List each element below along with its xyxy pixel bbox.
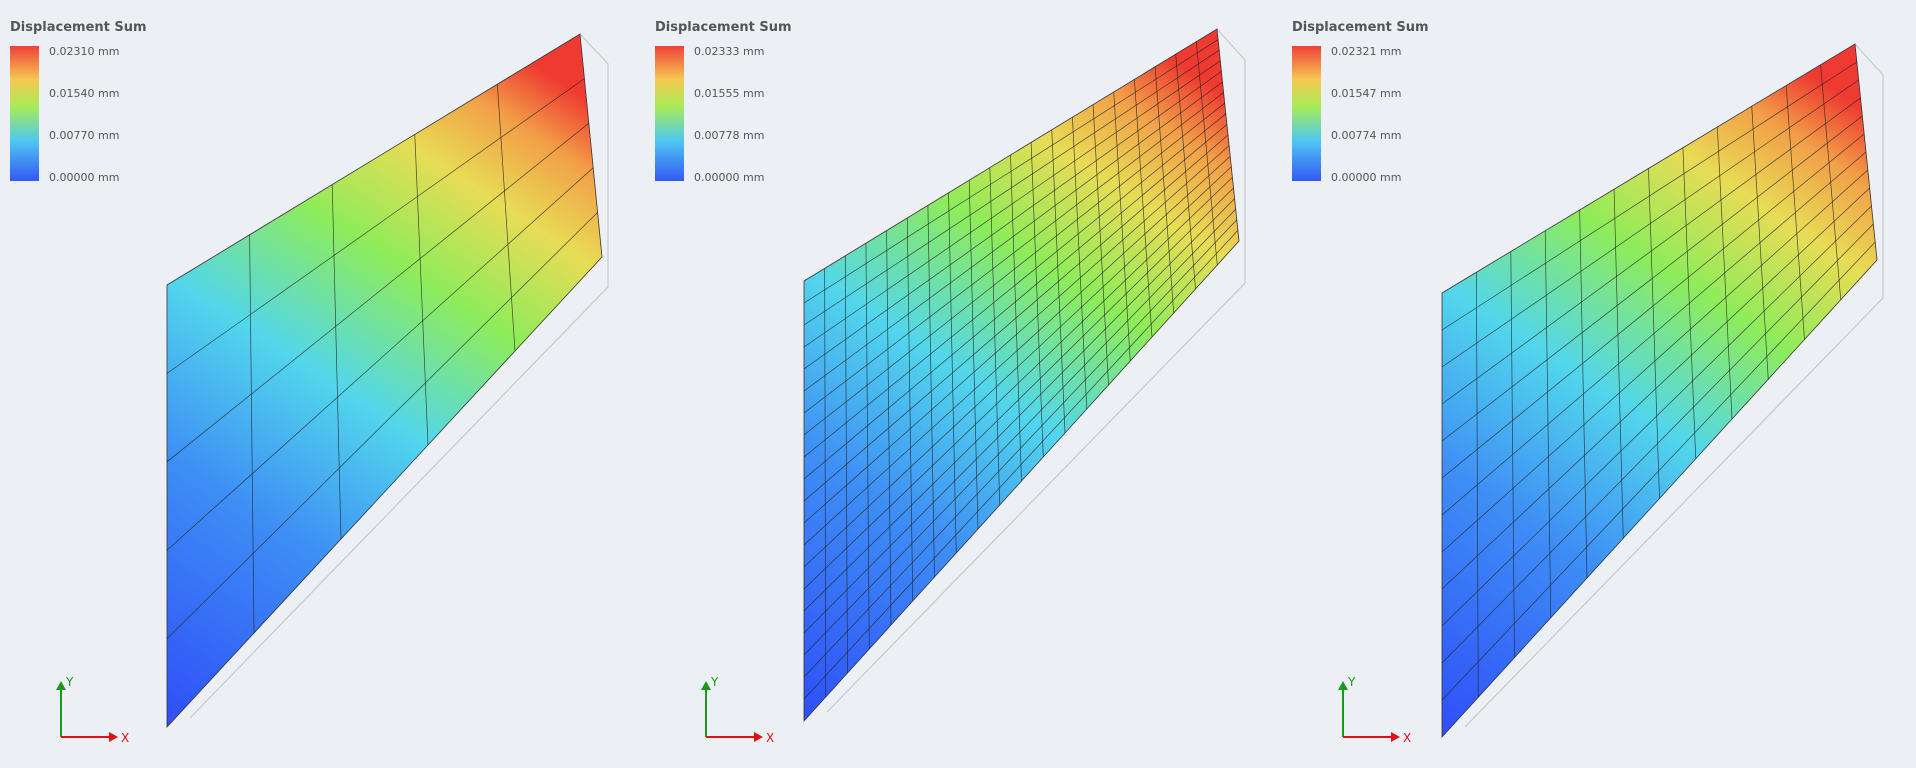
mesh-line [1441,187,1870,590]
mesh-line [166,167,594,551]
mesh-line [1441,133,1865,479]
legend-label: 0.01547 mm [1331,87,1401,100]
mesh-line [1441,223,1874,664]
panel: Displacement Sum 0.02333 mm 0.01555 mm 0.00… [655,20,1246,745]
mesh-line [1441,241,1876,701]
x-arrowhead [1391,732,1400,742]
legend-label: 0.02310 mm [49,45,119,58]
mesh-line [803,177,1233,590]
mesh-line [166,122,590,463]
legend-title: Displacement Sum [10,20,147,35]
mesh-line [803,155,1231,546]
legend-label: 0.00000 mm [694,171,764,184]
x-arrowhead [109,732,118,742]
mesh-line [166,78,585,374]
legend-label: 0.02321 mm [1331,45,1401,58]
mesh-line [803,81,1223,392]
mesh-line [803,60,1221,348]
bounding-frame [826,28,1246,713]
legend-label: 0.01555 mm [694,87,764,100]
mesh-line [1441,115,1863,442]
bounding-frame [1464,43,1884,728]
mesh-line [803,230,1239,700]
mesh-line [803,39,1219,304]
y-arrowhead [701,681,711,690]
mesh-line [803,92,1224,414]
panel: Displacement Sum 0.02310 mm 0.01540 mm 0.00… [10,20,609,745]
color-bar [10,46,39,181]
mesh-line [803,187,1234,612]
x-axis-label: X [766,731,774,745]
mesh-line [1441,205,1872,627]
y-arrowhead [1338,681,1348,690]
y-arrowhead [56,681,66,690]
y-axis-label: Y [1347,675,1356,689]
mesh-line [1441,97,1861,405]
panel: Displacement Sum 0.02321 mm 0.01547 mm 0.00… [1292,20,1884,745]
mesh-line [166,212,598,639]
mesh-line [803,208,1236,656]
mesh-line [1441,151,1867,516]
mesh-line [803,49,1220,326]
legend-label: 0.00000 mm [49,171,119,184]
y-axis-label: Y [710,675,719,689]
y-axis-label: Y [65,675,74,689]
mesh-line [803,219,1238,678]
legend-label: 0.00778 mm [694,129,764,142]
legend-label: 0.00000 mm [1331,171,1401,184]
mesh-line [803,124,1228,480]
mesh-line [1441,169,1869,553]
color-bar [655,46,684,181]
mesh-line [414,134,429,446]
legend-label: 0.00774 mm [1331,129,1401,142]
legend-label: 0.01540 mm [49,87,119,100]
mesh-line [1441,61,1858,331]
mesh-line [803,71,1222,370]
mesh-line [803,166,1232,568]
mesh-line [803,145,1230,524]
mesh-line [803,134,1229,502]
mesh-line [803,113,1227,458]
plate [803,28,1240,723]
mesh-line [331,184,342,540]
legend-label: 0.02333 mm [694,45,764,58]
color-bar [1292,46,1321,181]
bounding-frame [189,33,609,719]
mesh-line [803,198,1235,634]
mesh-line [249,234,255,634]
legend-label: 0.00770 mm [49,129,119,142]
mesh-line [803,102,1225,436]
x-arrowhead [754,732,763,742]
plate [166,33,603,729]
mesh-line [1441,79,1859,368]
mesh-line [497,84,516,352]
x-axis-label: X [121,731,129,745]
legend-title: Displacement Sum [1292,20,1429,35]
legend-title: Displacement Sum [655,20,792,35]
x-axis-label: X [1403,731,1411,745]
